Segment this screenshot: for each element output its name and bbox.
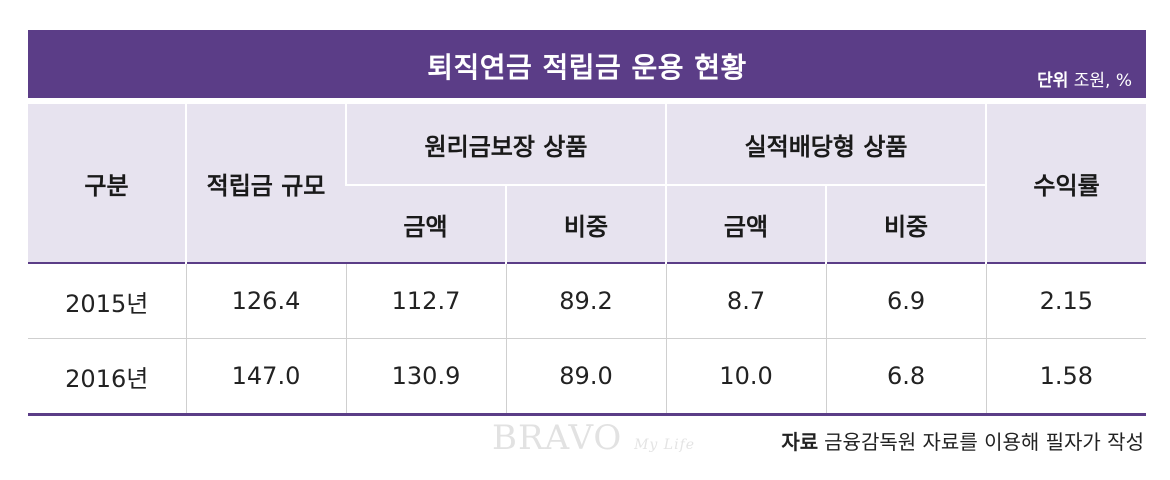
title-bar: 퇴직연금 적립금 운용 현황 단위 조원, %: [28, 30, 1146, 98]
cell-guaranteed-amount: 112.7: [345, 262, 506, 339]
header-guaranteed-amount: 금액: [346, 184, 506, 263]
watermark-sub: My Life: [634, 437, 696, 453]
cell-year: 2016년: [28, 338, 186, 416]
header-performance-share: 비중: [825, 184, 987, 263]
header-row-sub: 금액 비중 금액 비중: [28, 184, 1146, 263]
header-guaranteed-share: 비중: [504, 184, 667, 263]
unit-value: 조원, %: [1073, 71, 1132, 91]
cell-performance-share: 6.8: [825, 338, 987, 416]
header-reserve-size: 적립금 규모: [185, 102, 346, 263]
cell-performance-amount: 8.7: [665, 262, 827, 339]
bravo-watermark: BRAVO My Life: [492, 418, 695, 458]
cell-reserve: 147.0: [185, 338, 346, 416]
cell-guaranteed-share: 89.0: [505, 338, 667, 416]
cell-guaranteed-amount: 130.9: [345, 338, 506, 416]
cell-reserve: 126.4: [185, 262, 346, 339]
header-category: 구분: [28, 102, 186, 263]
cell-performance-amount: 10.0: [665, 338, 827, 416]
pension-table: 구분 적립금 규모 원리금보장 상품 실적배당형 상품 수익률 금액 비중 금액…: [28, 102, 1147, 416]
source-label: 자료: [781, 430, 819, 454]
header-row-top: 구분 적립금 규모 원리금보장 상품 실적배당형 상품 수익률: [28, 102, 1147, 263]
cell-year: 2015년: [28, 262, 186, 339]
unit-label: 단위: [1037, 71, 1069, 91]
cell-yield: 2.15: [985, 262, 1147, 339]
table-row: 2016년 147.0 130.9 89.0 10.0 6.8 1.58: [28, 338, 1147, 416]
source-note: 자료 금융감독원 자료를 이용해 필자가 작성: [781, 426, 1144, 455]
header-performance-products: 실적배당형 상품: [665, 102, 987, 185]
source-text: 금융감독원 자료를 이용해 필자가 작성: [824, 430, 1144, 454]
header-guaranteed-products: 원리금보장 상품: [344, 102, 667, 185]
header-performance-amount: 금액: [665, 184, 827, 263]
cell-performance-share: 6.9: [825, 262, 987, 339]
table-title: 퇴직연금 적립금 운용 현황: [427, 51, 747, 84]
unit-note: 단위 조원, %: [1037, 66, 1132, 91]
cell-guaranteed-share: 89.2: [505, 262, 667, 339]
watermark-main: BRAVO: [492, 418, 623, 458]
cell-yield: 1.58: [985, 338, 1147, 416]
table-row: 2015년 126.4 112.7 89.2 8.7 6.9 2.15: [28, 262, 1147, 339]
header-yield: 수익률: [985, 102, 1147, 263]
